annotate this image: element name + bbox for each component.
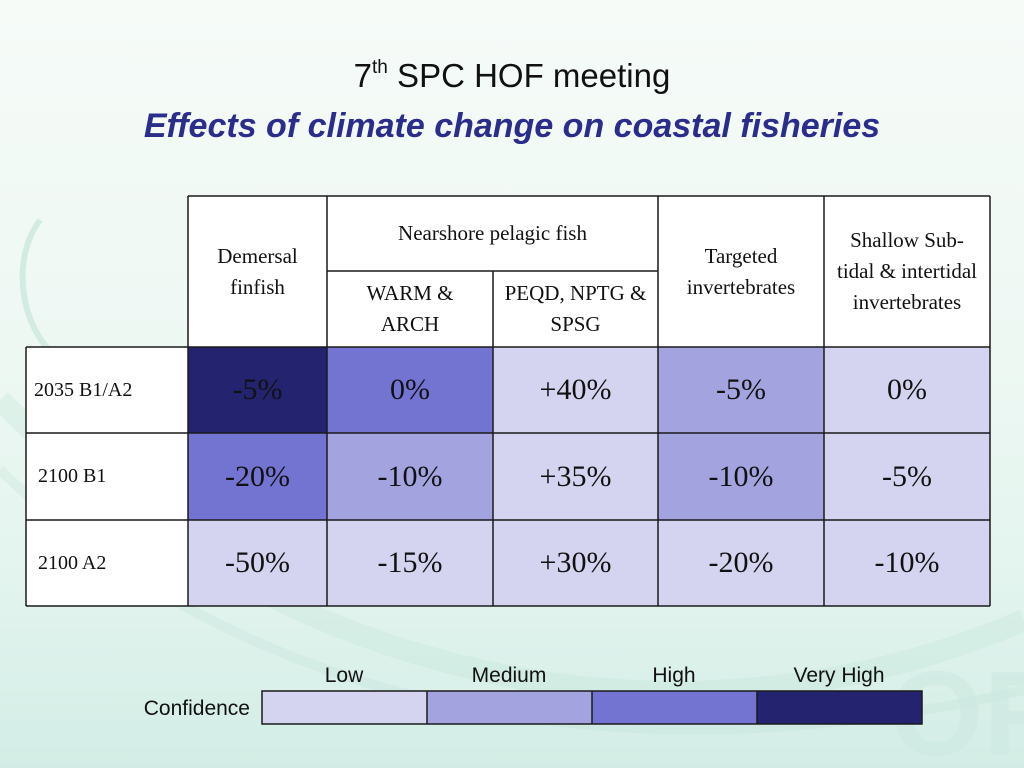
value-cell: -5% (824, 433, 990, 520)
legend-label-very-high: Very High (793, 664, 885, 687)
legend-label-high: High (652, 664, 696, 687)
header-nearshore-pelagic-fish: Nearshore pelagic fish (327, 196, 658, 271)
legend-swatch-high (592, 691, 757, 724)
row-label-2100-b1: 2100 B1 (26, 433, 188, 520)
value-cell: -20% (188, 433, 327, 520)
legend-label-low: Low (324, 664, 364, 687)
header-targeted-invertebrates: Targeted invertebrates (658, 196, 824, 347)
header-warm-arch: WARM & ARCH (327, 271, 493, 347)
value-cell: -5% (658, 347, 824, 433)
legend-swatch-medium (427, 691, 592, 724)
legend-label-medium: Medium (471, 664, 547, 687)
value-cell: -20% (658, 520, 824, 606)
value-cell: 0% (327, 347, 493, 433)
legend-swatch-very-high (757, 691, 922, 724)
value-cell: -5% (188, 347, 327, 433)
value-cell: +40% (493, 347, 658, 433)
value-cell: -50% (188, 520, 327, 606)
value-cell: -15% (327, 520, 493, 606)
value-cell: +35% (493, 433, 658, 520)
value-cell: -10% (327, 433, 493, 520)
value-cell: +30% (493, 520, 658, 606)
slide-subtitle: Effects of climate change on coastal fis… (143, 107, 881, 145)
row-label-2035-b1-a2: 2035 B1/A2 (26, 347, 188, 433)
slide-title: 7th SPC HOF meeting (353, 57, 671, 94)
legend-title: Confidence (143, 697, 250, 720)
value-cell: 0% (824, 347, 990, 433)
header-shallow-invertebrates: Shallow Sub-tidal & intertidal invertebr… (824, 196, 990, 347)
value-cell: -10% (824, 520, 990, 606)
value-cell: -10% (658, 433, 824, 520)
row-label-2100-a2: 2100 A2 (26, 520, 188, 606)
header-peqd-nptg-spsg: PEQD, NPTG & SPSG (493, 271, 658, 347)
legend-swatch-low (262, 691, 427, 724)
header-demersal-finfish: Demersal finfish (188, 196, 327, 347)
